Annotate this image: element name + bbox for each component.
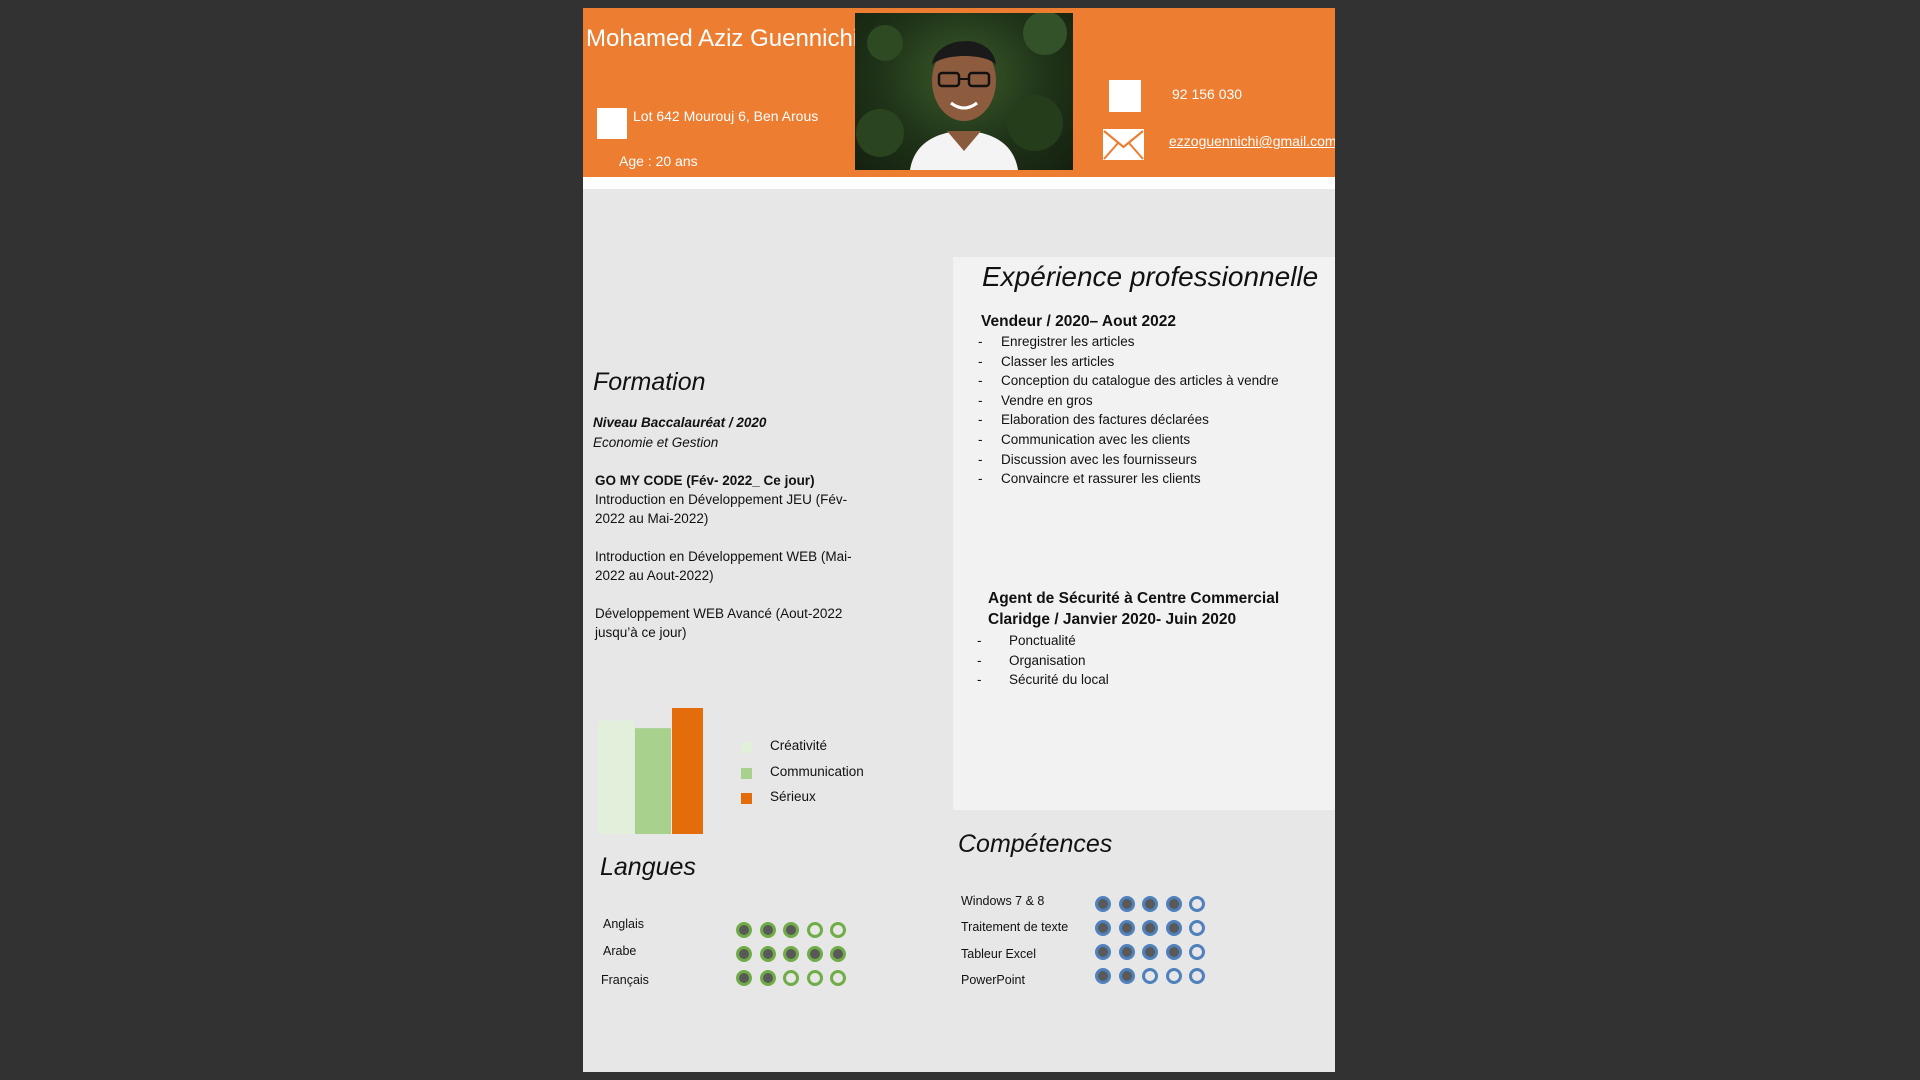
formation-course: Développement WEB Avancé (Aout-2022 jusqu… [595, 606, 843, 640]
phone-text: 92 156 030 [1172, 86, 1243, 102]
formation-heading: Niveau Baccalauréat / 2020 [593, 415, 767, 430]
envelope-icon [1103, 129, 1144, 160]
list-item: - Enregistrer les articles [978, 334, 1135, 349]
formation-heading: GO MY CODE (Fév- 2022_ Ce jour) [595, 473, 815, 488]
rating-dot-filled [1142, 920, 1158, 936]
rating-dot-filled [1118, 896, 1135, 912]
rating-dot-empty [1142, 968, 1158, 984]
rating-dot-filled [1142, 944, 1158, 960]
formation-course: Introduction en Développement WEB (Mai- 2… [595, 549, 852, 583]
experience-title: Expérience professionnelle [982, 261, 1319, 292]
bar-serieux [672, 708, 703, 834]
job-task-list: - Enregistrer les articles - Classer les a… [978, 334, 1328, 491]
rating-dot-empty [1189, 968, 1205, 984]
bar-creativite [598, 720, 634, 834]
language-label: Arabe [603, 944, 637, 958]
rating-dot-filled [1142, 896, 1158, 912]
header-divider [583, 177, 1335, 189]
skill-label: Traitement de texte [961, 920, 1069, 934]
rating-dot-filled [1118, 968, 1135, 984]
rating-dot-filled [759, 922, 776, 938]
profile-photo [855, 13, 1073, 170]
rating-dot-empty [830, 970, 846, 986]
age-text: Age : 20 ans [619, 153, 698, 169]
skill-label: Tableur Excel [961, 947, 1037, 961]
rating-dot-filled [736, 946, 752, 962]
rating-dot-empty [1189, 920, 1205, 936]
list-item: - Elaboration des factures déclarées [978, 412, 1209, 428]
rating-dot-filled [759, 946, 776, 962]
cv-page: Mohamed Aziz Guennichi Lot 642 Mourouj 6… [583, 8, 1335, 1072]
rating-dot-filled [1118, 920, 1135, 936]
rating-dot-empty [783, 970, 799, 986]
legend-swatch [741, 767, 752, 779]
rating-dot-filled [736, 922, 752, 938]
rating-dot-filled [1095, 968, 1111, 984]
list-item: - Classer les articles [978, 353, 1115, 369]
job-title: Agent de Sécurité à Centre Commercial Cl… [988, 590, 1280, 628]
formation-title: Formation [593, 368, 706, 396]
list-item: - Organisation [977, 652, 1086, 668]
rating-dot-empty [1165, 968, 1182, 984]
rating-dot-filled [1118, 944, 1135, 960]
legend-label: Communication [770, 763, 864, 779]
job-title: Vendeur / 2020– Aout 2022 [981, 313, 1176, 330]
legend-swatch [741, 742, 752, 753]
email-link[interactable]: ezzoguennichi@gmail.com [1169, 133, 1335, 149]
phone-icon [1109, 80, 1141, 112]
cv-header: Mohamed Aziz Guennichi Lot 642 Mourouj 6… [583, 8, 1335, 177]
rating-dot-empty [806, 922, 823, 938]
rating-dot-empty [1189, 896, 1205, 912]
candidate-name: Mohamed Aziz Guennichi [586, 25, 859, 52]
rating-dot-filled [783, 922, 799, 938]
languages-title: Langues [600, 853, 696, 881]
list-item: - Ponctualité [977, 633, 1076, 648]
bar-communication [635, 728, 671, 834]
experience-panel: Expérience professionnelle Vendeur / 202… [953, 257, 1335, 810]
home-icon [597, 108, 627, 139]
profile-photo-drawing [856, 13, 1067, 170]
rating-dot-empty [806, 970, 823, 986]
legend-label: Créativité [770, 738, 828, 753]
rating-dot-filled [1165, 920, 1182, 936]
rating-dot-filled [830, 946, 846, 962]
legend-swatch [741, 793, 752, 804]
rating-dot-filled [1095, 944, 1111, 960]
formation-subheading: Economie et Gestion [593, 435, 719, 450]
legend-label: Sérieux [770, 789, 816, 804]
skill-label: Windows 7 & 8 [961, 894, 1045, 908]
rating-dot-filled [783, 946, 799, 962]
language-label: Anglais [603, 917, 644, 931]
qualities-bar-chart [598, 708, 703, 834]
rating-dot-filled [759, 970, 776, 986]
formation-course: Introduction en Développement JEU (Fév- 2… [595, 492, 848, 526]
rating-dot-filled [1165, 944, 1182, 960]
rating-dot-filled [1165, 896, 1182, 912]
list-item: - Communication avec les clients [978, 431, 1191, 447]
list-item: - Convaincre et rassurer les clients [978, 471, 1201, 487]
rating-dot-filled [1095, 920, 1111, 936]
language-label: Français [601, 973, 649, 987]
list-item: - Conception du catalogue des articles à … [978, 373, 1279, 389]
rating-dot-filled [1095, 896, 1111, 912]
list-item: - Vendre en gros [978, 392, 1093, 408]
job-task-list: - Ponctualité - Organisation - Sécurité du … [977, 633, 1327, 692]
rating-dot-empty [830, 922, 846, 938]
address-text: Lot 642 Mourouj 6, Ben Arous [633, 108, 819, 124]
skills-title: Compétences [958, 830, 1113, 858]
list-item: - Discussion avec les fournisseurs [978, 451, 1197, 467]
rating-dot-filled [736, 970, 752, 986]
list-item: - Sécurité du local [977, 672, 1109, 688]
rating-dot-filled [806, 946, 823, 962]
rating-dot-empty [1189, 944, 1205, 960]
skill-label: PowerPoint [961, 973, 1025, 987]
